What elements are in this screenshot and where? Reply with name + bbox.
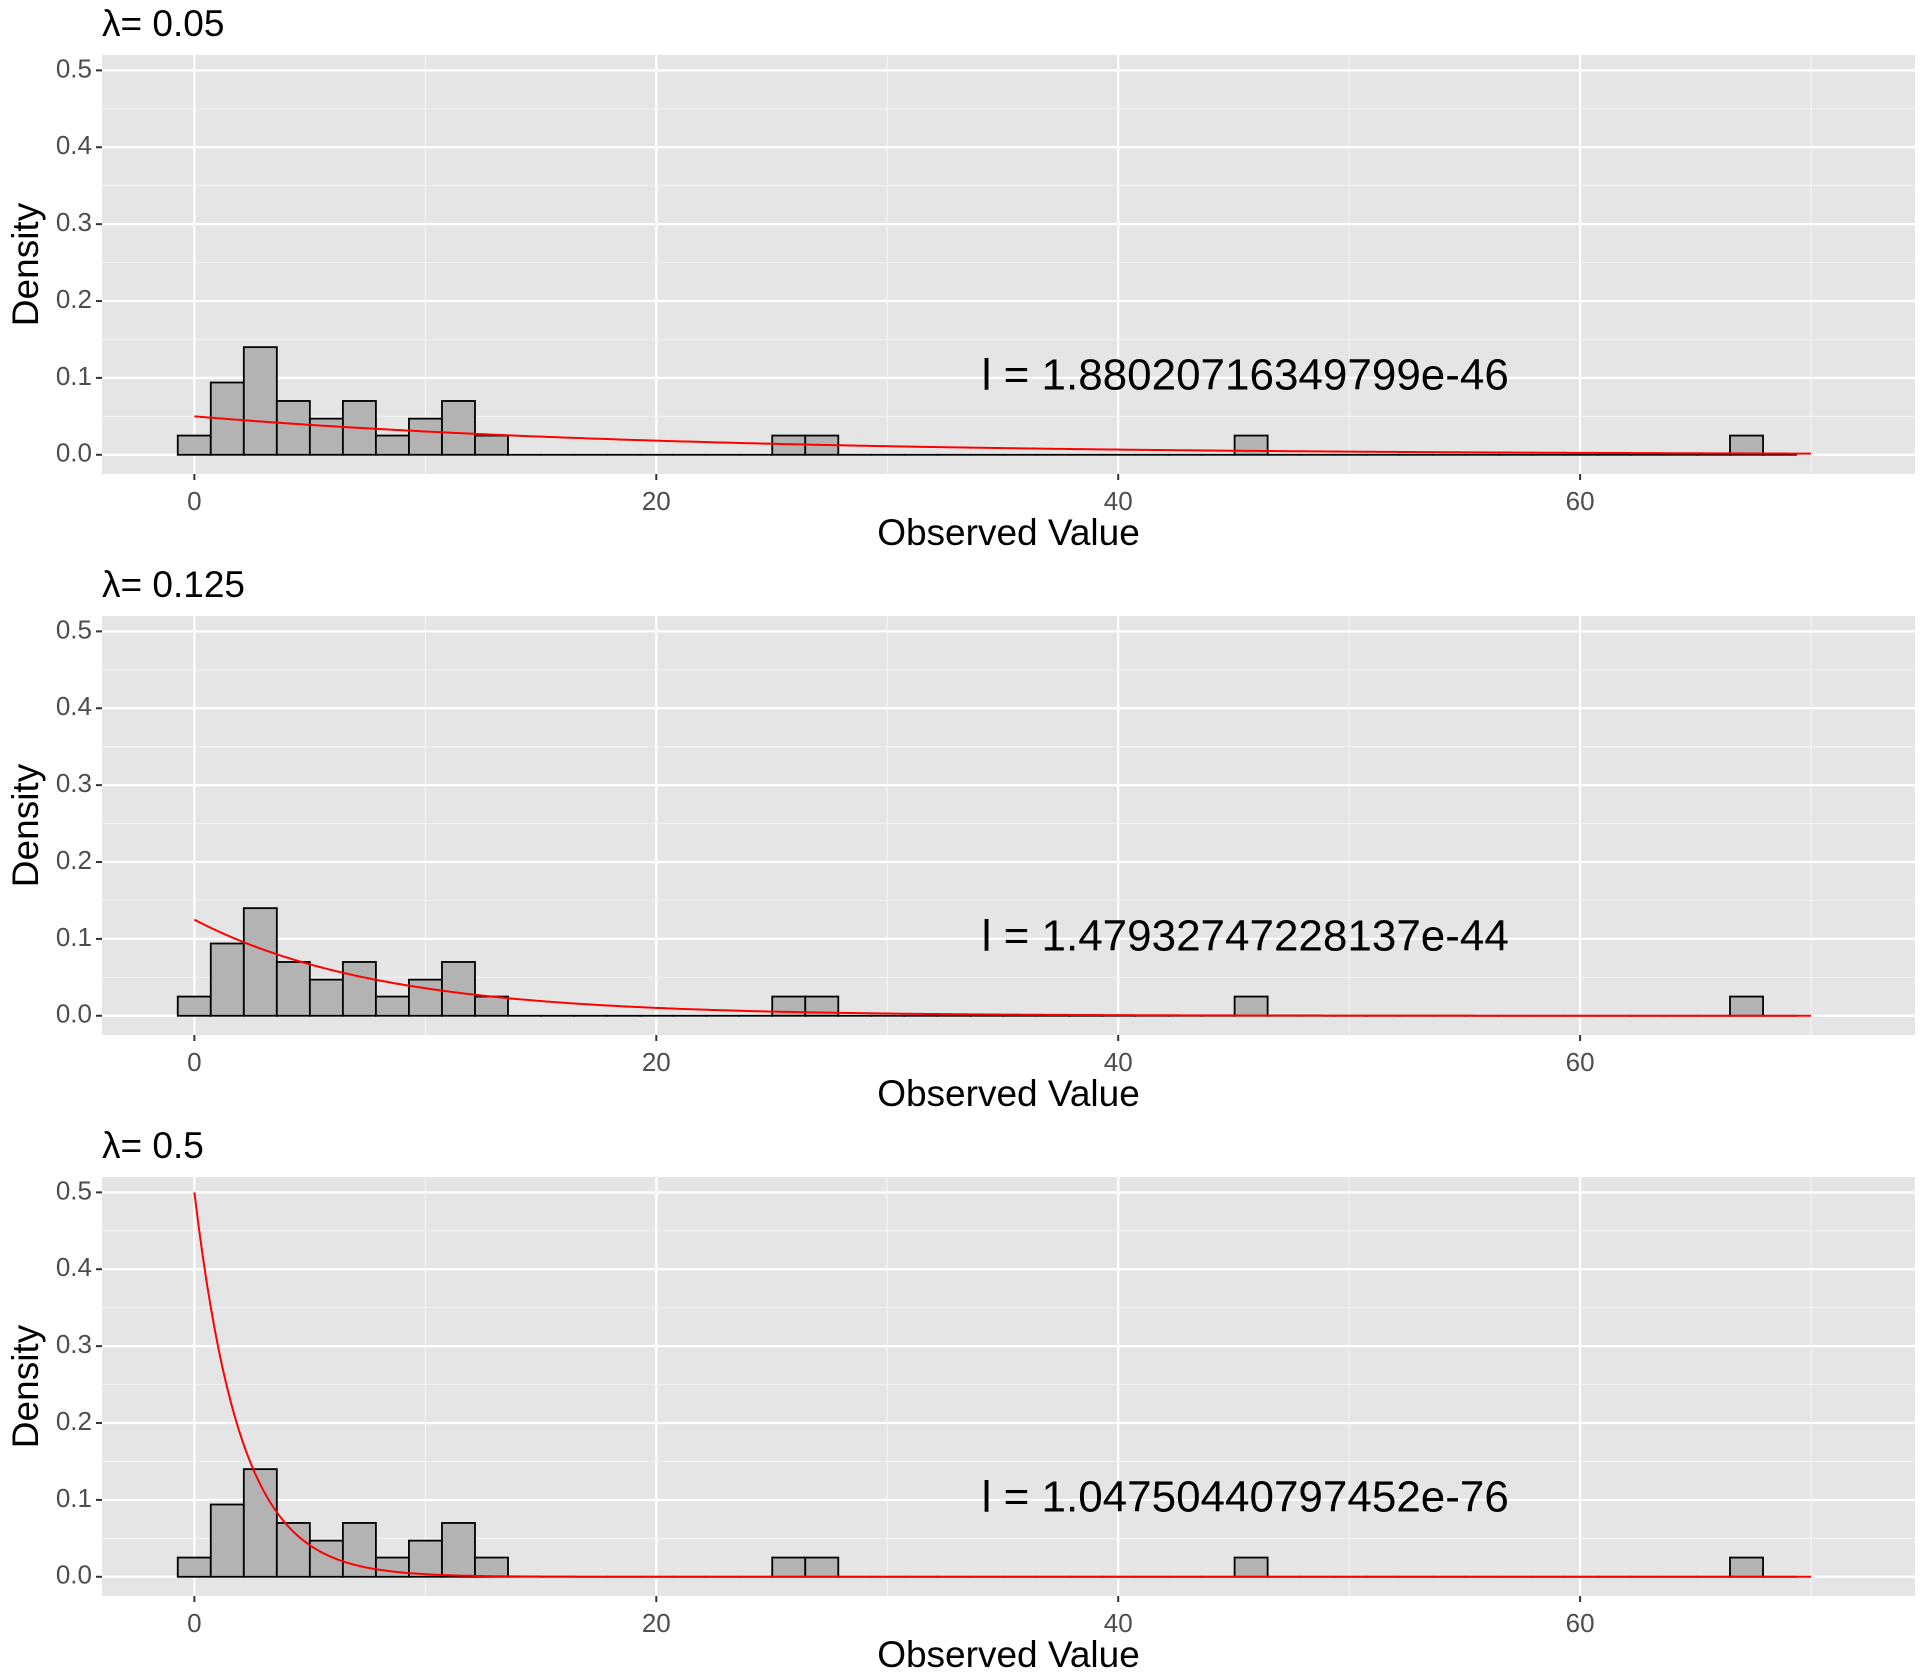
x-tick-label: 20 (642, 1047, 671, 1077)
histogram-bar (375, 995, 410, 1017)
x-axis-title: Observed Value (877, 1634, 1140, 1675)
y-tick-label: 0.5 (56, 53, 92, 83)
y-tick-label: 0.3 (56, 207, 92, 237)
y-tick-label: 0.0 (56, 438, 92, 468)
x-tick-label: 0 (187, 486, 201, 516)
histogram-bar (1729, 1556, 1764, 1578)
histogram-bar (408, 1539, 443, 1578)
histogram-bar (1233, 995, 1269, 1017)
histogram-bar (804, 995, 840, 1017)
x-tick-label: 60 (1566, 1047, 1595, 1077)
y-tick-label: 0.2 (56, 1406, 92, 1436)
likelihood-annotation: l = 1.47932747228137e-44 (982, 912, 1509, 961)
likelihood-annotation: l = 1.04750440797452e-76 (982, 1473, 1509, 1522)
plot-background (102, 55, 1915, 474)
histogram-bar (242, 346, 278, 456)
density-curve (193, 1192, 1812, 1578)
x-axis-title: Observed Value (877, 512, 1140, 553)
x-tick-label: 40 (1104, 486, 1133, 516)
histogram-bar (275, 400, 311, 456)
y-axis-title: Density (5, 202, 46, 326)
y-tick-label: 0.0 (56, 999, 92, 1029)
x-tick-label: 60 (1566, 486, 1595, 516)
y-tick-label: 0.3 (56, 768, 92, 798)
y-tick-label: 0.1 (56, 922, 92, 952)
y-tick-label: 0.3 (56, 1329, 92, 1359)
x-tick-label: 20 (642, 486, 671, 516)
histogram-bar (308, 417, 344, 456)
panel-title: λ= 0.05 (102, 3, 224, 44)
histogram-bar (1729, 434, 1764, 456)
histogram-bar (176, 1556, 212, 1578)
x-tick-label: 20 (642, 1608, 671, 1638)
histogram-bar (441, 1522, 476, 1578)
y-axis-title: Density (5, 1324, 46, 1448)
likelihood-annotation: l = 1.88020716349799e-46 (982, 351, 1509, 400)
histogram-bar (375, 1556, 410, 1578)
histogram-bar (1729, 995, 1764, 1017)
panel-1: l = 1.88020716349799e-46 0.0 0.1 0.2 0.3 0.4 0… (5, 3, 1915, 553)
histogram-bar (341, 961, 377, 1017)
y-tick-label: 0.5 (56, 1175, 92, 1205)
y-tick-label: 0.2 (56, 284, 92, 314)
y-tick-label: 0.1 (56, 361, 92, 391)
histogram-bar (1233, 1556, 1269, 1578)
y-tick-label: 0.4 (56, 691, 92, 721)
y-tick-label: 0.4 (56, 130, 92, 160)
histogram-bar (771, 1556, 807, 1578)
x-tick-label: 40 (1104, 1608, 1133, 1638)
plot-background (102, 616, 1915, 1035)
y-tick-label: 0.2 (56, 845, 92, 875)
y-tick-label: 0.1 (56, 1483, 92, 1513)
density-curve (193, 918, 1812, 1017)
x-tick-label: 40 (1104, 1047, 1133, 1077)
histogram-bar (275, 961, 311, 1017)
histogram-bar (441, 400, 476, 456)
histogram-bar (209, 942, 245, 1017)
histogram-bar (242, 907, 278, 1017)
histogram-bar (176, 995, 212, 1017)
histogram-bar (209, 1503, 245, 1578)
panel-2: l = 1.47932747228137e-44 0.0 0.1 0.2 0.3 0.4 0… (5, 564, 1915, 1114)
histogram-bar (408, 978, 443, 1017)
histogram-bar (474, 995, 509, 1017)
panel-title: λ= 0.5 (102, 1125, 204, 1166)
density-curve (194, 415, 1812, 455)
histogram-bar (308, 978, 344, 1017)
histogram-bar (441, 961, 476, 1017)
y-axis-title: Density (5, 763, 46, 887)
x-axis-title: Observed Value (877, 1073, 1140, 1114)
histogram-bar (804, 1556, 840, 1578)
y-tick-label: 0.5 (56, 614, 92, 644)
histogram-bar (474, 434, 509, 456)
x-tick-label: 60 (1566, 1608, 1595, 1638)
histogram-bar (176, 434, 212, 456)
plot-background (102, 1177, 1915, 1596)
y-tick-label: 0.0 (56, 1560, 92, 1590)
histogram-bar (474, 1556, 509, 1578)
x-tick-label: 0 (187, 1608, 201, 1638)
panel-title: λ= 0.125 (102, 564, 245, 605)
panel-3: l = 1.04750440797452e-76 0.0 0.1 0.2 0.3 0.4 0… (5, 1125, 1915, 1675)
histogram-bar (408, 417, 443, 456)
histogram-bar (375, 434, 410, 456)
y-tick-label: 0.4 (56, 1252, 92, 1282)
x-tick-label: 0 (187, 1047, 201, 1077)
histogram-bar (242, 1468, 278, 1578)
